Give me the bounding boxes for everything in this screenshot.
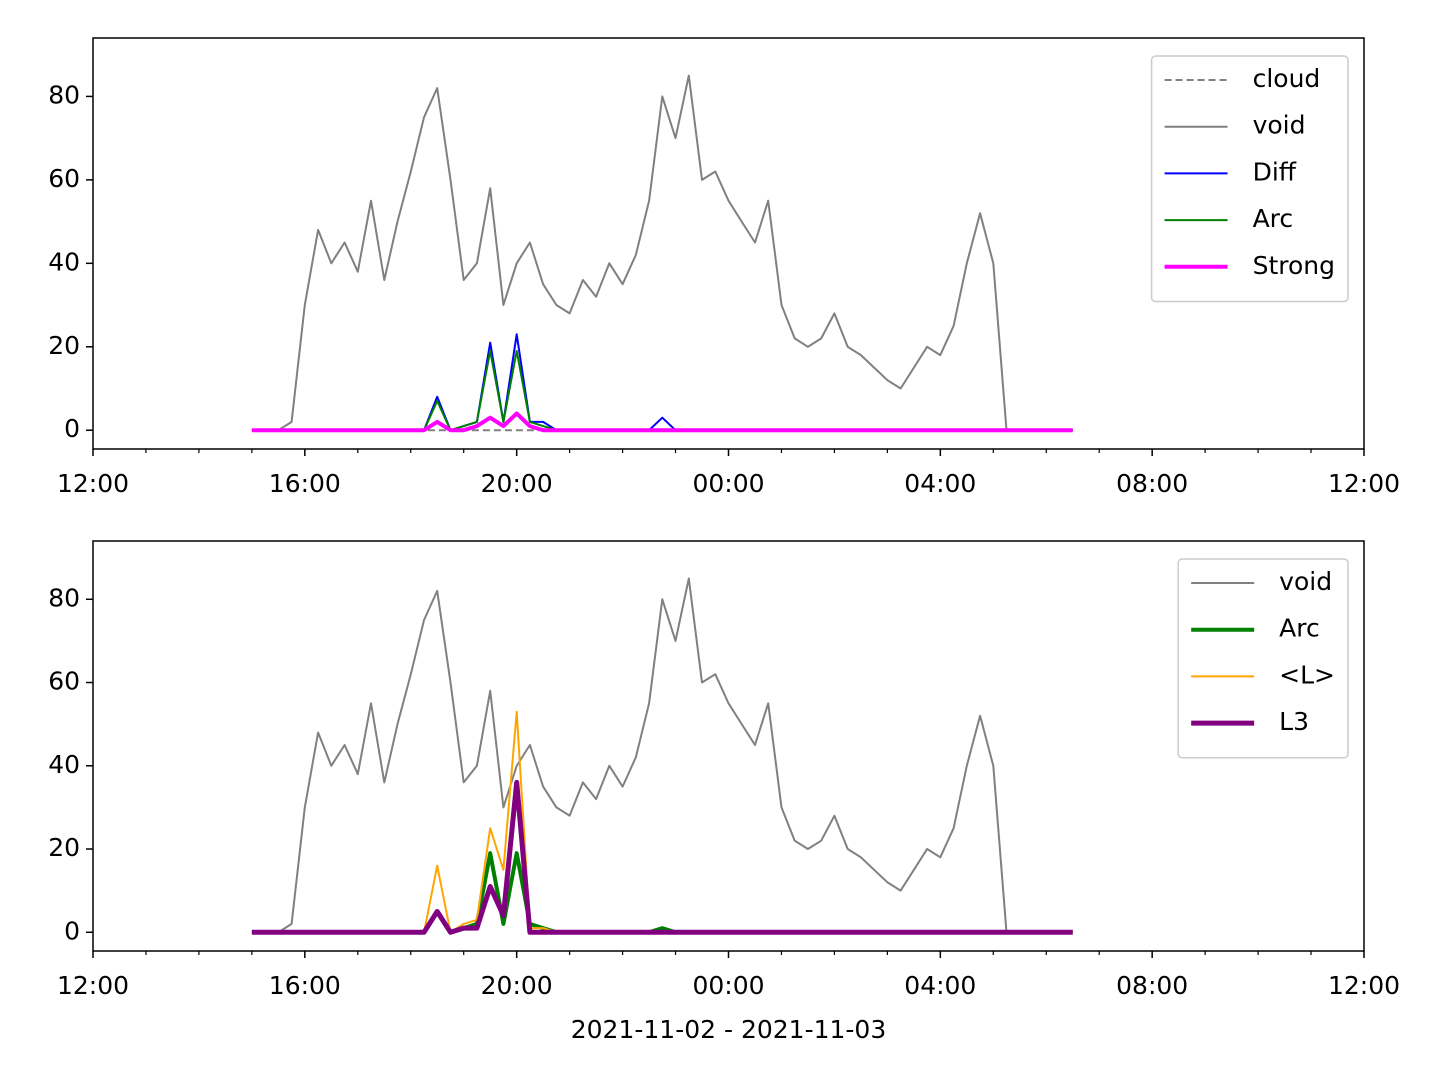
x-tick-label: 20:00 (481, 971, 553, 1000)
y-tick-label: 40 (48, 247, 80, 276)
series-line (251, 779, 1073, 935)
x-tick-label: 12:00 (1328, 971, 1400, 1000)
y-tick-label: 80 (48, 80, 80, 109)
y-tick-label: 80 (48, 583, 80, 612)
y-tick-label: 60 (48, 667, 80, 696)
x-tick-label: 00:00 (692, 971, 764, 1000)
legend: cloud void Diff Arc Strong (1150, 55, 1349, 303)
y-tick-label: 60 (48, 164, 80, 193)
x-tick-label: 12:00 (57, 971, 129, 1000)
legend-label: Strong (1253, 251, 1335, 280)
y-tick-label: 40 (48, 750, 80, 779)
series-line (251, 74, 1073, 432)
legend-label: L3 (1279, 707, 1309, 736)
y-tick-label: 0 (64, 414, 80, 443)
legend-label: Arc (1279, 614, 1320, 643)
axes: 0 20 40 60 80 12:00 16:00 20:00 00:00 04:00 08:00 1… (48, 540, 1400, 1044)
legend-frame (1150, 55, 1349, 303)
x-tick-label: 08:00 (1116, 469, 1188, 498)
x-tick-label: 12:00 (57, 469, 129, 498)
x-tick-label: 00:00 (692, 469, 764, 498)
x-tick-label: 16:00 (269, 469, 341, 498)
legend-label: Arc (1253, 204, 1294, 233)
x-axis-label: 2021-11-02 - 2021-11-03 (571, 1015, 887, 1044)
series-line (251, 577, 1073, 934)
legend-label: <L> (1279, 660, 1335, 689)
x-tick-label: 12:00 (1328, 469, 1400, 498)
series-line (251, 710, 1073, 934)
y-tick-label: 0 (64, 916, 80, 945)
legend-label: void (1279, 567, 1332, 596)
legend-frame (1177, 558, 1349, 759)
y-tick-label: 20 (48, 331, 80, 360)
series-line (251, 333, 1073, 432)
x-tick-label: 08:00 (1116, 971, 1188, 1000)
axes: 0 20 40 60 80 12:00 16:00 20:00 00:00 04:00 08:00 1… (48, 37, 1400, 498)
legend-label: cloud (1253, 64, 1321, 93)
series-line (251, 851, 1073, 935)
legend-label: Diff (1253, 157, 1297, 186)
legend-label: void (1253, 111, 1306, 140)
x-tick-label: 16:00 (269, 971, 341, 1000)
x-tick-label: 04:00 (904, 469, 976, 498)
series-line (251, 411, 1073, 433)
x-tick-label: 04:00 (904, 971, 976, 1000)
legend: void Arc <L> L3 (1177, 558, 1349, 759)
x-tick-label: 20:00 (481, 469, 553, 498)
axes-frame (92, 540, 1365, 952)
y-tick-label: 20 (48, 833, 80, 862)
